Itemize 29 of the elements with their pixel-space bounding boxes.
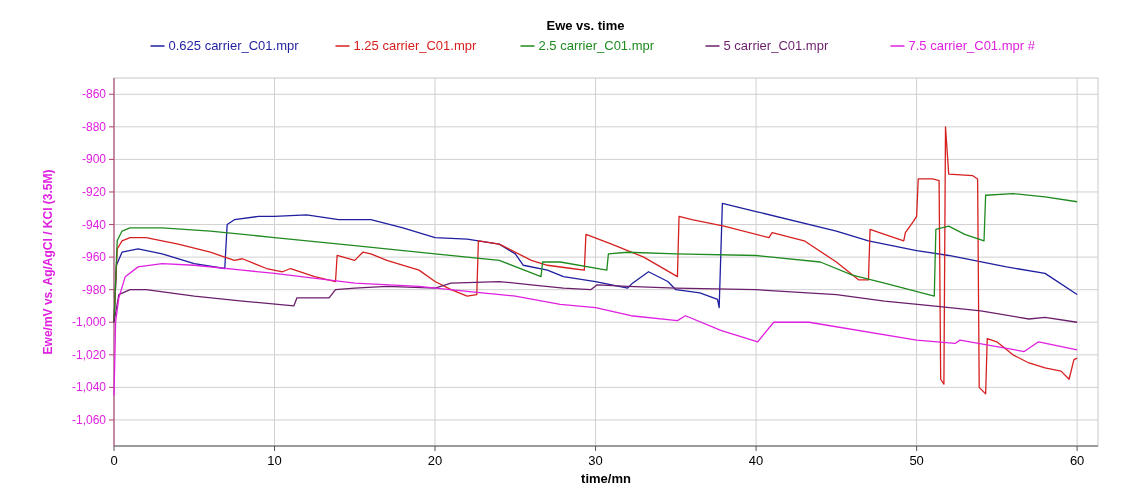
y-tick-label: -880: [81, 119, 107, 134]
y-tick-label: -980: [81, 282, 107, 297]
x-tick-label: 60: [1069, 453, 1085, 468]
legend-label: 5 carrier_C01.mpr: [723, 38, 829, 53]
x-tick-label: 10: [267, 453, 282, 468]
y-tick-label: -1,020: [71, 347, 107, 362]
line-series: [113, 280, 1078, 323]
line-series: [113, 262, 1078, 397]
y-tick-label: -1,000: [71, 315, 107, 330]
line-series: [113, 126, 1078, 395]
y-tick-label: -860: [81, 87, 107, 102]
legend-label: 7.5 carrier_C01.mpr #: [908, 38, 1036, 53]
x-axis-title: time/mn: [581, 471, 631, 486]
x-tick-label: 50: [909, 453, 924, 468]
y-tick-label: -960: [81, 250, 107, 265]
y-tick-label: -940: [81, 217, 107, 232]
x-tick-label: 20: [427, 453, 443, 468]
y-tick-label: -1,040: [71, 380, 107, 395]
y-tick-label: -900: [81, 152, 107, 167]
legend-label: 0.625 carrier_C01.mpr: [168, 38, 300, 53]
x-tick-label: 40: [748, 453, 764, 468]
y-axis-title: Ewe/mV vs. Ag/AgCl / KCl (3.5M): [41, 169, 55, 355]
y-tick-label: -920: [81, 184, 107, 199]
x-tick-label: 30: [588, 453, 603, 468]
x-tick-label: 0: [110, 453, 118, 468]
y-tick-label: -1,060: [71, 412, 107, 427]
legend-label: 2.5 carrier_C01.mpr: [538, 38, 655, 53]
chart-title: Ewe vs. time: [546, 18, 625, 33]
legend-label: 1.25 carrier_C01.mpr: [353, 38, 477, 53]
